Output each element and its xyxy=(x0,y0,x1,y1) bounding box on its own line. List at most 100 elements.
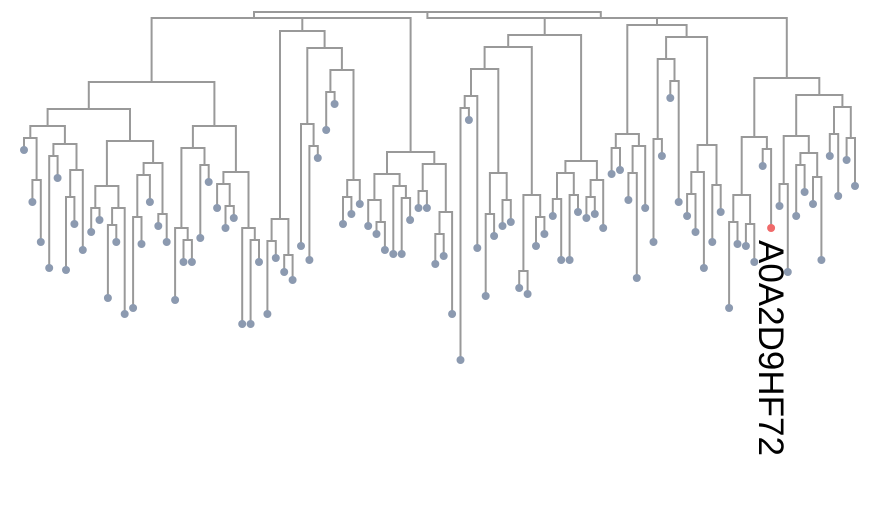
leaf-node xyxy=(431,260,440,268)
leaf-node xyxy=(263,310,272,318)
leaf-node xyxy=(422,204,431,212)
leaf-node xyxy=(809,200,817,208)
leaf-node xyxy=(792,212,801,220)
leaf-node xyxy=(112,238,121,246)
leaf-node xyxy=(666,94,675,102)
leaf-node xyxy=(599,224,608,232)
leaf-node xyxy=(221,224,230,232)
leaf-node xyxy=(834,192,843,200)
leaf-node xyxy=(750,258,759,266)
leaf-node xyxy=(45,264,54,272)
leaf-node xyxy=(397,250,406,258)
leaf-node xyxy=(607,170,616,178)
leaf-node xyxy=(448,310,457,318)
leaf-node xyxy=(103,294,112,302)
leaf-node xyxy=(641,204,650,212)
leaf-node xyxy=(716,208,725,216)
leaf-node xyxy=(246,320,255,328)
leaf-node xyxy=(330,100,339,108)
leaf-node xyxy=(439,252,448,260)
leaf-node xyxy=(347,210,356,218)
leaf-node xyxy=(372,230,381,238)
leaf-node xyxy=(674,198,683,206)
leaf-node xyxy=(683,212,692,220)
leaf-node xyxy=(725,304,734,312)
leaf-node xyxy=(523,290,532,298)
leaf-node xyxy=(78,246,87,254)
leaf-node xyxy=(120,310,129,318)
leaf-node xyxy=(322,126,331,134)
leaf-node xyxy=(699,264,708,272)
leaf-node xyxy=(313,154,322,162)
leaf-node xyxy=(825,152,834,160)
leaf-node xyxy=(389,250,398,258)
leaf-node xyxy=(187,258,196,266)
leaf-node xyxy=(380,246,389,254)
leaf-node xyxy=(540,230,549,238)
leaf-node xyxy=(204,178,213,186)
leaf-node xyxy=(590,210,599,218)
leaf-node xyxy=(817,256,826,264)
leaf-node xyxy=(691,228,700,236)
leaf-node xyxy=(456,356,465,364)
highlighted-leaf-node xyxy=(767,224,776,232)
leaf-node xyxy=(62,266,70,274)
leaf-node xyxy=(708,238,717,246)
leaf-node xyxy=(339,220,347,228)
leaf-node xyxy=(548,212,557,220)
highlighted-leaf-label: A0A2D9HF72 xyxy=(751,240,790,456)
leaf-node xyxy=(137,240,146,248)
leaf-node xyxy=(758,162,767,170)
leaf-node xyxy=(162,238,171,246)
leaf-node xyxy=(229,214,238,222)
leaf-node xyxy=(36,238,45,246)
leaf-node xyxy=(355,200,364,208)
leaf-node xyxy=(616,166,624,174)
leaf-node xyxy=(733,240,742,248)
leaf-node xyxy=(406,216,415,224)
leaf-node xyxy=(87,228,96,236)
leaf-node xyxy=(20,146,28,154)
leaf-node xyxy=(851,182,859,190)
leaf-node xyxy=(238,320,247,328)
leaf-node xyxy=(28,198,37,206)
leaf-node xyxy=(196,234,205,242)
leaf-node xyxy=(649,238,658,246)
leaf-node xyxy=(532,242,540,250)
leaf-node xyxy=(464,116,473,124)
tree-leaves xyxy=(20,94,859,364)
leaf-node xyxy=(515,284,524,292)
leaf-node xyxy=(255,258,263,266)
leaf-node xyxy=(95,216,104,224)
tree-branch-path xyxy=(23,11,856,361)
leaf-node xyxy=(288,276,297,284)
leaf-node xyxy=(624,196,633,204)
leaf-node xyxy=(70,220,79,228)
leaf-node xyxy=(473,244,482,252)
leaf-node xyxy=(657,152,666,160)
leaf-node xyxy=(775,202,784,210)
leaf-node xyxy=(129,304,138,312)
leaf-node xyxy=(565,256,574,264)
leaf-node xyxy=(414,204,423,212)
leaf-node xyxy=(506,218,515,226)
leaf-node xyxy=(171,296,180,304)
leaf-node xyxy=(574,208,582,216)
leaf-node xyxy=(271,254,280,262)
leaf-node xyxy=(154,222,163,230)
leaf-node xyxy=(490,232,499,240)
leaf-node xyxy=(741,242,750,250)
leaf-node xyxy=(53,174,62,182)
leaf-node xyxy=(213,204,222,212)
leaf-node xyxy=(145,198,154,206)
leaf-node xyxy=(297,242,305,250)
tree-branches xyxy=(23,11,856,361)
leaf-node xyxy=(481,292,490,300)
leaf-node xyxy=(632,274,641,282)
leaf-node xyxy=(842,156,851,164)
leaf-node xyxy=(179,258,188,266)
leaf-node xyxy=(280,268,289,276)
leaf-node xyxy=(364,222,373,230)
